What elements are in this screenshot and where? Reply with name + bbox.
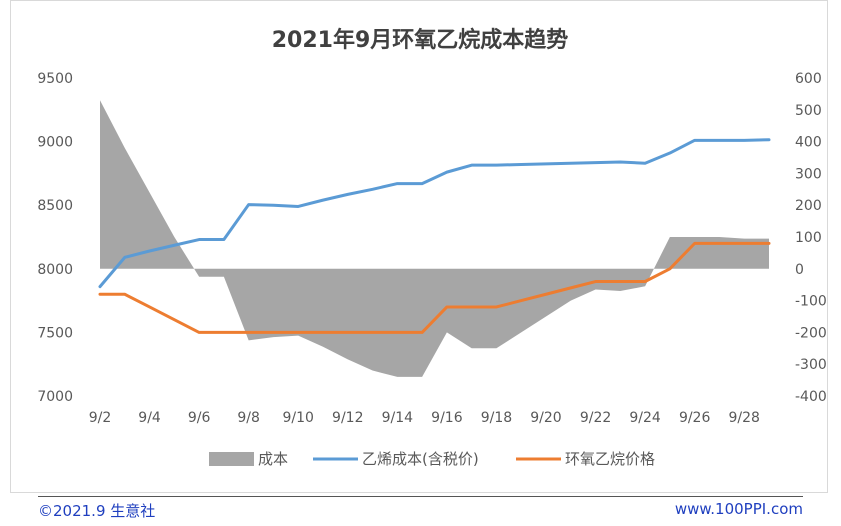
- chart-frame: 2021年9月环氧乙烷成本趋势 7000 7500 8000 8500 9000 9500…: [10, 0, 828, 493]
- y-left-tick-label: 8500: [37, 198, 73, 214]
- footer-divider: [38, 496, 803, 497]
- x-tick-label: 9/24: [629, 410, 661, 426]
- chart-svg: 2021年9月环氧乙烷成本趋势 7000 7500 8000 8500 9000 9500…: [37, 27, 826, 468]
- y-right-tick-label: 200: [795, 198, 822, 214]
- x-tick-label: 9/2: [89, 410, 112, 426]
- x-tick-label: 9/6: [188, 410, 211, 426]
- footer-copyright: ©2021.9 生意社: [38, 502, 156, 520]
- line-series-eo-price: [98, 241, 771, 334]
- y-right-tick-label: 300: [795, 166, 822, 182]
- y-right-tick-label: -400: [795, 389, 827, 405]
- x-tick-label: 9/26: [679, 410, 711, 426]
- area-series-cost: [100, 100, 769, 377]
- axes: 7000 7500 8000 8500 9000 9500 -400 -300 -200 -100…: [37, 71, 826, 426]
- y-right-tick-label: 600: [795, 71, 822, 87]
- plot-area: [98, 100, 771, 377]
- x-tick-label: 9/16: [431, 410, 463, 426]
- y-right-tick-label: 400: [795, 135, 822, 151]
- y-left-tick-label: 8000: [37, 262, 73, 278]
- legend-swatch-area: [209, 452, 254, 466]
- legend-label: 乙烯成本(含税价): [362, 450, 479, 468]
- x-tick-label: 9/4: [138, 410, 161, 426]
- x-tick-label: 9/10: [282, 410, 313, 426]
- y-right-tick-label: -200: [795, 325, 827, 341]
- y-right-tick-label: 0: [795, 262, 804, 278]
- chart-title: 2021年9月环氧乙烷成本趋势: [272, 27, 569, 53]
- x-tick-label: 9/14: [382, 410, 414, 426]
- x-tick-label: 9/28: [728, 410, 759, 426]
- y-right-tick-label: -300: [795, 357, 827, 373]
- y-right-tick-label: 500: [795, 103, 822, 119]
- x-tick-label: 9/8: [237, 410, 260, 426]
- footer-website: www.100PPI.com: [674, 500, 803, 518]
- y-left-tick-label: 9500: [37, 71, 73, 87]
- y-left-tick-label: 7500: [37, 325, 73, 341]
- y-right-tick-label: -100: [795, 294, 827, 310]
- x-tick-label: 9/20: [530, 410, 561, 426]
- legend-label: 成本: [258, 450, 288, 468]
- legend-label: 环氧乙烷价格: [565, 450, 655, 468]
- legend: 成本 乙烯成本(含税价) 环氧乙烷价格: [209, 450, 655, 468]
- y-right-tick-label: 100: [795, 230, 822, 246]
- line-series-ethylene-cost: [98, 138, 771, 289]
- y-left-tick-label: 7000: [37, 389, 73, 405]
- y-left-tick-label: 9000: [37, 135, 73, 151]
- x-tick-label: 9/18: [481, 410, 512, 426]
- x-tick-label: 9/12: [332, 410, 363, 426]
- x-tick-label: 9/22: [580, 410, 611, 426]
